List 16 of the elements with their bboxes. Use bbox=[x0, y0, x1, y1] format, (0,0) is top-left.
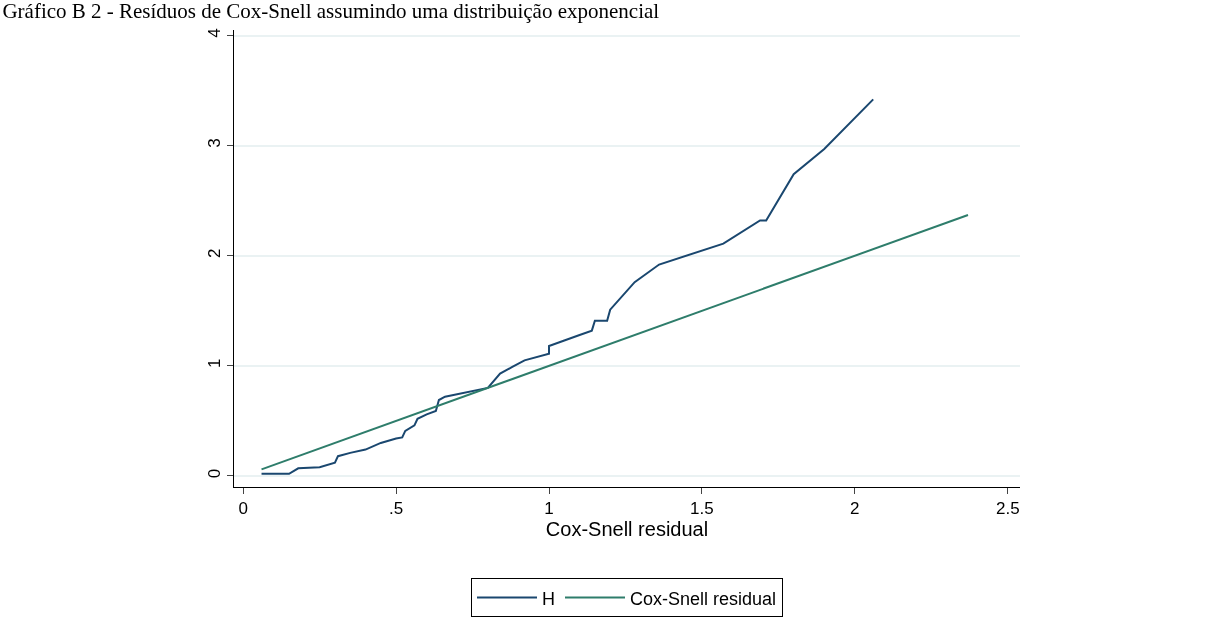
x-tick-label: 1 bbox=[544, 499, 554, 519]
x-axis-title: Cox-Snell residual bbox=[545, 518, 709, 541]
x-tick-label: .5 bbox=[389, 499, 404, 519]
y-tick-label: 4 bbox=[205, 28, 225, 38]
y-tick-label: 0 bbox=[205, 468, 225, 479]
x-tick-label: 0 bbox=[238, 499, 248, 519]
legend-label: H bbox=[542, 588, 555, 609]
chart-title: Gráfico B 2 - Resíduos de Cox-Snell assumindo uma distribuição exponencial bbox=[2, 0, 660, 23]
x-tick-label: 2.5 bbox=[995, 499, 1020, 519]
legend-label: Cox-Snell residual bbox=[630, 588, 777, 609]
y-tick-label: 2 bbox=[205, 248, 225, 258]
x-tick-label: 1.5 bbox=[690, 499, 714, 519]
line-series bbox=[260, 98, 875, 475]
y-tick-label: 1 bbox=[205, 358, 225, 369]
y-tick-label: 3 bbox=[205, 138, 225, 148]
x-tick-label: 2 bbox=[850, 499, 860, 519]
